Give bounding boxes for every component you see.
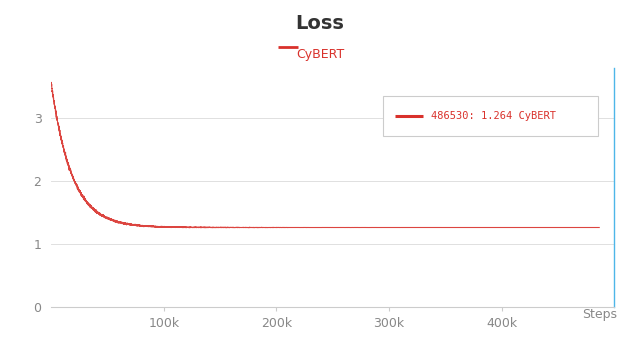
Text: 486530: 1.264 CyBERT: 486530: 1.264 CyBERT	[431, 111, 556, 121]
Text: Loss: Loss	[296, 14, 344, 33]
Text: Steps: Steps	[582, 308, 618, 321]
FancyBboxPatch shape	[383, 96, 598, 136]
Text: CyBERT: CyBERT	[296, 48, 344, 61]
